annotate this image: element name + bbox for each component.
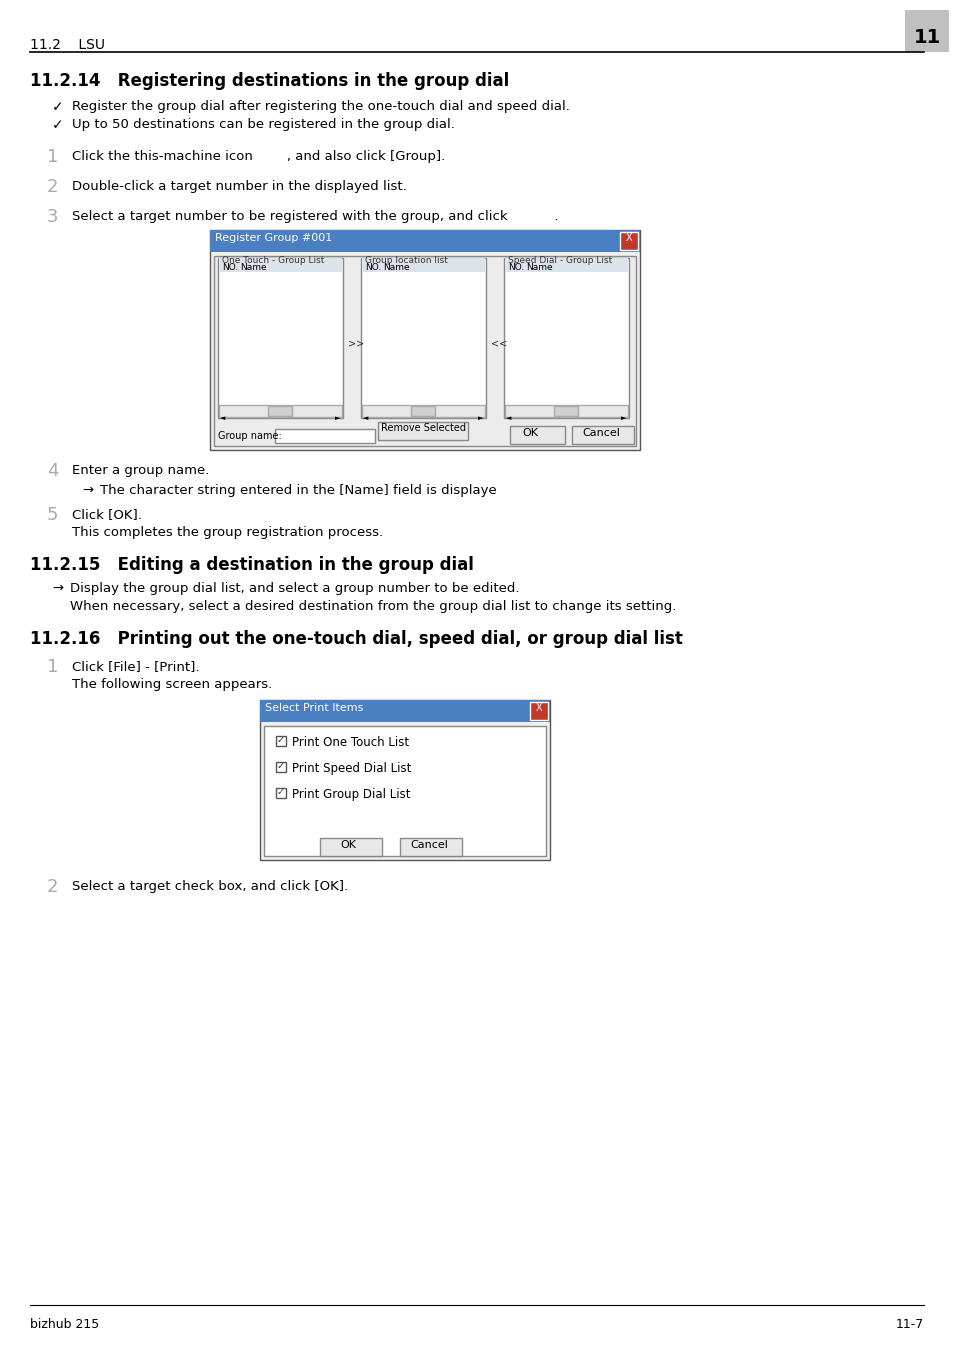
FancyBboxPatch shape [554, 407, 578, 416]
Text: X: X [536, 703, 541, 713]
Text: Display the group dial list, and select a group number to be edited.: Display the group dial list, and select … [70, 582, 519, 594]
FancyBboxPatch shape [260, 700, 550, 861]
Text: 2: 2 [47, 178, 58, 196]
FancyBboxPatch shape [572, 426, 634, 444]
FancyBboxPatch shape [268, 407, 292, 416]
Text: ►: ► [335, 415, 340, 422]
FancyBboxPatch shape [210, 230, 639, 253]
Text: Name: Name [382, 263, 409, 272]
FancyBboxPatch shape [504, 258, 627, 272]
FancyBboxPatch shape [399, 838, 461, 857]
Text: Register Group #001: Register Group #001 [214, 232, 332, 243]
Text: ►: ► [477, 415, 483, 422]
Text: Up to 50 destinations can be registered in the group dial.: Up to 50 destinations can be registered … [71, 118, 455, 131]
Text: Group name:: Group name: [218, 431, 281, 440]
Text: OK: OK [339, 840, 355, 850]
FancyBboxPatch shape [377, 422, 468, 440]
Text: The following screen appears.: The following screen appears. [71, 678, 272, 690]
Text: NO.: NO. [222, 263, 238, 272]
FancyBboxPatch shape [218, 258, 343, 417]
Text: Print Group Dial List: Print Group Dial List [292, 788, 410, 801]
Text: The character string entered in the [Name] field is displaye: The character string entered in the [Nam… [100, 484, 497, 497]
Text: ◄: ◄ [363, 415, 368, 422]
Text: ◄: ◄ [505, 415, 511, 422]
Text: 11.2.14   Registering destinations in the group dial: 11.2.14 Registering destinations in the … [30, 72, 509, 91]
Text: Group location list: Group location list [365, 255, 447, 265]
Text: bizhub 215: bizhub 215 [30, 1319, 99, 1331]
Text: This completes the group registration process.: This completes the group registration pr… [71, 526, 383, 539]
Text: >>: >> [348, 338, 364, 349]
FancyBboxPatch shape [264, 725, 545, 857]
Text: Cancel: Cancel [410, 840, 447, 850]
Text: 11.2.15   Editing a destination in the group dial: 11.2.15 Editing a destination in the gro… [30, 557, 474, 574]
FancyBboxPatch shape [411, 407, 435, 416]
Text: NO.: NO. [365, 263, 381, 272]
Text: 11: 11 [912, 28, 940, 47]
Text: Remove Selected: Remove Selected [380, 423, 465, 434]
Text: Click the this-machine icon        , and also click [Group].: Click the this-machine icon , and also c… [71, 150, 445, 163]
Text: Name: Name [525, 263, 552, 272]
Text: X: X [625, 232, 632, 243]
Text: Select a target check box, and click [OK].: Select a target check box, and click [OK… [71, 880, 348, 893]
Text: Double-click a target number in the displayed list.: Double-click a target number in the disp… [71, 180, 406, 193]
FancyBboxPatch shape [319, 838, 381, 857]
Text: Print Speed Dial List: Print Speed Dial List [292, 762, 411, 775]
FancyBboxPatch shape [360, 258, 485, 417]
Text: Select a target number to be registered with the group, and click           .: Select a target number to be registered … [71, 209, 558, 223]
Text: 4: 4 [47, 462, 58, 480]
Text: Click [OK].: Click [OK]. [71, 508, 142, 521]
Text: ✓: ✓ [276, 735, 285, 744]
FancyBboxPatch shape [275, 762, 286, 771]
FancyBboxPatch shape [530, 703, 547, 720]
FancyBboxPatch shape [275, 788, 286, 798]
Text: Register the group dial after registering the one-touch dial and speed dial.: Register the group dial after registerin… [71, 100, 569, 113]
Text: ►: ► [620, 415, 626, 422]
Text: 1: 1 [47, 658, 58, 676]
Text: Enter a group name.: Enter a group name. [71, 463, 209, 477]
Text: 2: 2 [47, 878, 58, 896]
Text: When necessary, select a desired destination from the group dial list to change : When necessary, select a desired destina… [70, 600, 676, 613]
Text: 11.2.16   Printing out the one-touch dial, speed dial, or group dial list: 11.2.16 Printing out the one-touch dial,… [30, 630, 682, 648]
Text: Select Print Items: Select Print Items [265, 703, 363, 713]
FancyBboxPatch shape [504, 405, 627, 417]
Text: 1: 1 [47, 149, 58, 166]
Text: →: → [52, 582, 63, 594]
Text: ◄: ◄ [220, 415, 225, 422]
FancyBboxPatch shape [219, 258, 341, 272]
FancyBboxPatch shape [361, 405, 484, 417]
Text: 3: 3 [47, 208, 58, 226]
Text: Click [File] - [Print].: Click [File] - [Print]. [71, 661, 199, 673]
Text: →: → [82, 484, 93, 497]
Text: 11-7: 11-7 [895, 1319, 923, 1331]
Text: Cancel: Cancel [581, 428, 619, 438]
FancyBboxPatch shape [274, 430, 375, 443]
FancyBboxPatch shape [275, 736, 286, 746]
Text: One Touch - Group List: One Touch - Group List [222, 255, 324, 265]
FancyBboxPatch shape [219, 405, 341, 417]
Text: ✓: ✓ [276, 788, 285, 797]
Text: NO.: NO. [507, 263, 524, 272]
FancyBboxPatch shape [361, 258, 484, 272]
FancyBboxPatch shape [904, 9, 948, 51]
Text: Name: Name [240, 263, 266, 272]
FancyBboxPatch shape [619, 232, 638, 250]
FancyBboxPatch shape [210, 230, 639, 450]
FancyBboxPatch shape [510, 426, 564, 444]
Text: OK: OK [521, 428, 537, 438]
Text: ✓: ✓ [276, 761, 285, 771]
Text: ✓: ✓ [52, 118, 64, 132]
Text: 11.2    LSU: 11.2 LSU [30, 38, 105, 51]
Text: <<: << [491, 338, 507, 349]
FancyBboxPatch shape [503, 258, 628, 417]
Text: 5: 5 [47, 507, 58, 524]
FancyBboxPatch shape [213, 255, 636, 446]
FancyBboxPatch shape [260, 700, 550, 721]
Text: Speed Dial - Group List: Speed Dial - Group List [507, 255, 612, 265]
Text: ✓: ✓ [52, 100, 64, 113]
Text: Print One Touch List: Print One Touch List [292, 736, 409, 748]
